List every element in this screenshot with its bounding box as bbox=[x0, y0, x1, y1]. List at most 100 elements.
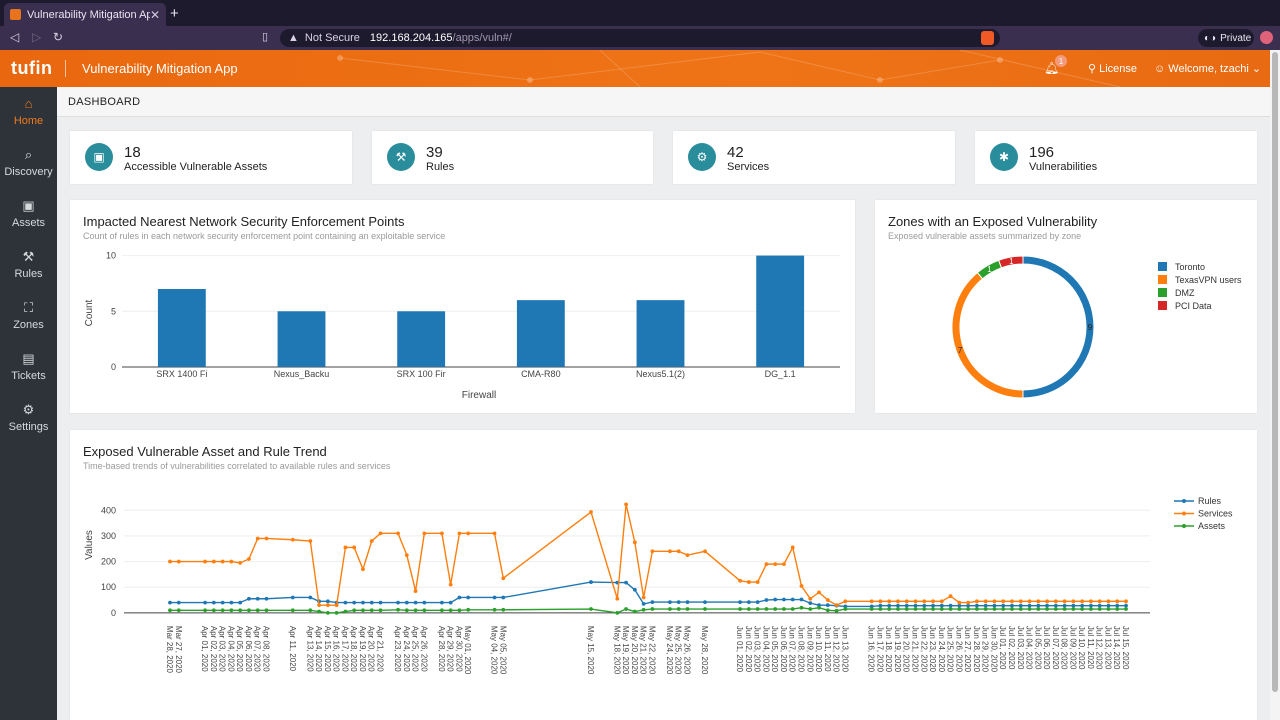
series-point[interactable] bbox=[211, 559, 216, 564]
series-point[interactable] bbox=[668, 607, 672, 611]
series-point[interactable] bbox=[755, 580, 760, 584]
stat-card-rules[interactable]: ⚒ 39 Rules bbox=[372, 131, 653, 184]
back-icon[interactable]: ◁ bbox=[10, 30, 20, 44]
sidebar-item-assets[interactable]: ▣ Assets bbox=[0, 193, 57, 239]
series-point[interactable] bbox=[974, 607, 979, 611]
series-point[interactable] bbox=[843, 607, 848, 611]
series-point[interactable] bbox=[782, 597, 786, 602]
series-point[interactable] bbox=[352, 545, 357, 550]
series-point[interactable] bbox=[624, 502, 628, 507]
series-point[interactable] bbox=[457, 595, 462, 600]
series-point[interactable] bbox=[966, 607, 971, 611]
sidebar-item-tickets[interactable]: ▤ Tickets bbox=[0, 346, 57, 392]
series-point[interactable] bbox=[361, 567, 365, 572]
stat-card-vulnerabilities[interactable]: ✱ 196 Vulnerabilities bbox=[975, 131, 1257, 184]
series-point[interactable] bbox=[624, 580, 628, 585]
series-point[interactable] bbox=[676, 600, 681, 604]
series-point[interactable] bbox=[1036, 603, 1041, 608]
series-point[interactable] bbox=[448, 600, 453, 605]
close-tab-icon[interactable]: ✕ bbox=[149, 7, 160, 22]
series-point[interactable] bbox=[369, 539, 374, 543]
series-point[interactable] bbox=[782, 562, 786, 567]
series-point[interactable] bbox=[650, 600, 655, 604]
sidebar-item-home[interactable]: ⌂ Home bbox=[0, 91, 57, 137]
stat-card-services[interactable]: ⚙ 42 Services bbox=[673, 131, 955, 184]
series-point[interactable] bbox=[255, 536, 260, 541]
series-point[interactable] bbox=[317, 603, 322, 608]
series-point[interactable] bbox=[1053, 607, 1058, 611]
series-point[interactable] bbox=[974, 599, 979, 604]
series-point[interactable] bbox=[1062, 603, 1067, 608]
series-point[interactable] bbox=[229, 600, 234, 605]
series-point[interactable] bbox=[974, 603, 979, 608]
series-point[interactable] bbox=[931, 599, 935, 604]
series-point[interactable] bbox=[343, 545, 348, 550]
series-point[interactable] bbox=[703, 549, 707, 554]
series-point[interactable] bbox=[650, 607, 655, 611]
series-point[interactable] bbox=[168, 608, 172, 613]
series-point[interactable] bbox=[1062, 607, 1067, 611]
series-point[interactable] bbox=[238, 608, 243, 613]
series-point[interactable] bbox=[1115, 599, 1120, 604]
series-point[interactable] bbox=[1001, 607, 1006, 611]
series-point[interactable] bbox=[887, 603, 892, 608]
series-point[interactable] bbox=[589, 580, 593, 584]
bar[interactable] bbox=[397, 311, 446, 367]
series-point[interactable] bbox=[764, 607, 769, 611]
series-point[interactable] bbox=[1071, 603, 1076, 608]
series-point[interactable] bbox=[396, 600, 400, 605]
donut-slice[interactable] bbox=[998, 255, 1024, 269]
series-point[interactable] bbox=[448, 608, 453, 613]
series-point[interactable] bbox=[799, 597, 804, 602]
series-point[interactable] bbox=[1053, 603, 1058, 608]
series-point[interactable] bbox=[668, 600, 672, 604]
series-point[interactable] bbox=[466, 595, 471, 600]
series-point[interactable] bbox=[352, 608, 357, 613]
scroll-thumb[interactable] bbox=[1272, 52, 1278, 692]
series-point[interactable] bbox=[1018, 599, 1023, 604]
series-point[interactable] bbox=[869, 607, 874, 611]
series-point[interactable] bbox=[641, 601, 646, 606]
series-point[interactable] bbox=[492, 595, 497, 600]
series-point[interactable] bbox=[247, 596, 251, 601]
series-point[interactable] bbox=[703, 600, 707, 604]
series-point[interactable] bbox=[1001, 599, 1006, 604]
series-point[interactable] bbox=[817, 590, 821, 595]
series-point[interactable] bbox=[668, 549, 672, 554]
series-point[interactable] bbox=[1106, 599, 1111, 604]
series-point[interactable] bbox=[378, 608, 383, 613]
series-point[interactable] bbox=[413, 589, 418, 593]
series-point[interactable] bbox=[1071, 607, 1076, 611]
donut-slice[interactable] bbox=[951, 271, 1024, 399]
series-point[interactable] bbox=[1106, 607, 1111, 611]
series-point[interactable] bbox=[211, 608, 216, 613]
series-point[interactable] bbox=[422, 531, 427, 536]
series-point[interactable] bbox=[790, 607, 795, 611]
series-point[interactable] bbox=[378, 531, 383, 536]
series-point[interactable] bbox=[1106, 603, 1111, 608]
series-point[interactable] bbox=[615, 610, 620, 615]
series-point[interactable] bbox=[878, 599, 883, 604]
series-point[interactable] bbox=[922, 603, 927, 608]
series-point[interactable] bbox=[746, 580, 751, 584]
series-point[interactable] bbox=[1089, 599, 1093, 604]
bookmark-icon[interactable]: ▯ bbox=[262, 31, 269, 43]
series-point[interactable] bbox=[817, 605, 821, 610]
series-point[interactable] bbox=[264, 608, 269, 613]
series-point[interactable] bbox=[992, 603, 997, 608]
series-point[interactable] bbox=[790, 545, 795, 550]
series-point[interactable] bbox=[334, 610, 339, 615]
series-point[interactable] bbox=[904, 599, 909, 604]
series-point[interactable] bbox=[1080, 603, 1085, 608]
tufin-logo[interactable]: tufin bbox=[11, 58, 53, 78]
series-point[interactable] bbox=[632, 587, 637, 592]
series-point[interactable] bbox=[738, 607, 742, 611]
series-point[interactable] bbox=[1010, 599, 1014, 604]
series-point[interactable] bbox=[343, 609, 348, 614]
series-point[interactable] bbox=[1027, 607, 1032, 611]
series-point[interactable] bbox=[396, 531, 400, 536]
series-point[interactable] bbox=[1080, 607, 1085, 611]
series-point[interactable] bbox=[378, 600, 383, 605]
series-point[interactable] bbox=[176, 559, 181, 564]
series-point[interactable] bbox=[1018, 607, 1023, 611]
